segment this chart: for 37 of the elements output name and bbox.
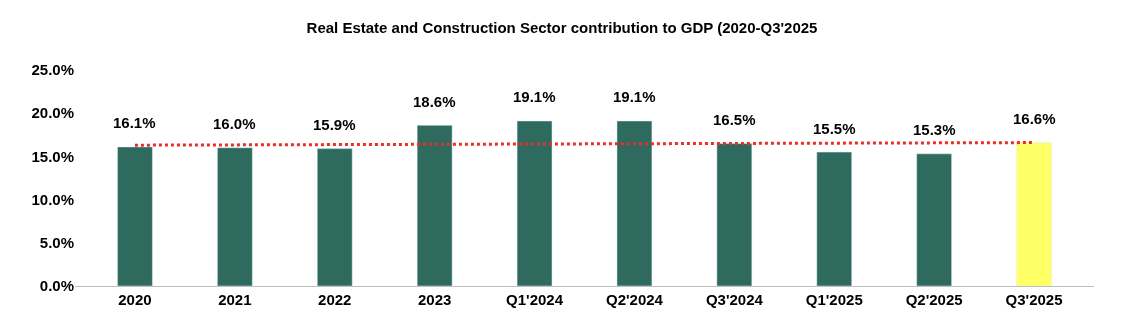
data-label: 15.9% bbox=[313, 116, 356, 133]
x-tick-label: 2023 bbox=[417, 291, 452, 308]
data-label: 16.0% bbox=[213, 115, 256, 132]
data-label: 19.1% bbox=[613, 88, 656, 105]
bar bbox=[416, 125, 453, 286]
bar bbox=[816, 151, 852, 286]
x-tick-label: Q1'2024 bbox=[506, 291, 564, 308]
bar bbox=[317, 148, 353, 286]
bar bbox=[916, 153, 952, 286]
bar bbox=[616, 120, 653, 286]
data-label: 15.3% bbox=[913, 121, 956, 138]
bar bbox=[217, 147, 253, 286]
data-label: 16.6% bbox=[1013, 110, 1056, 127]
y-tick-label: 25.0% bbox=[31, 61, 74, 79]
data-label: 15.5% bbox=[813, 120, 856, 137]
data-label: 16.5% bbox=[713, 111, 756, 128]
x-tick-label: Q2'2024 bbox=[605, 291, 664, 308]
x-tick-label: 2021 bbox=[218, 291, 252, 308]
x-tick-label: 2022 bbox=[318, 291, 352, 308]
bar bbox=[516, 120, 553, 286]
data-label: 16.1% bbox=[113, 114, 156, 131]
x-tick-label: Q3'2025 bbox=[1005, 291, 1063, 308]
x-tick-label: 2020 bbox=[118, 291, 152, 308]
data-label: 19.1% bbox=[513, 88, 556, 105]
y-tick-label: 5.0% bbox=[39, 234, 74, 252]
bar bbox=[1016, 142, 1052, 286]
y-tick-label: 0.0% bbox=[39, 277, 74, 295]
x-tick-label: Q3'2024 bbox=[705, 291, 764, 308]
data-label: 18.6% bbox=[413, 93, 456, 110]
y-tick-label: 15.0% bbox=[31, 147, 74, 165]
x-tick-label: Q1'2025 bbox=[805, 291, 863, 308]
chart-title: Real Estate and Construction Sector contribution to GDP (2020-Q3'2025 bbox=[306, 19, 818, 37]
y-tick-label: 10.0% bbox=[31, 190, 74, 208]
y-tick-label: 20.0% bbox=[31, 104, 74, 122]
bar bbox=[117, 146, 153, 286]
x-tick-label: Q2'2025 bbox=[905, 291, 963, 308]
bar bbox=[716, 143, 753, 286]
